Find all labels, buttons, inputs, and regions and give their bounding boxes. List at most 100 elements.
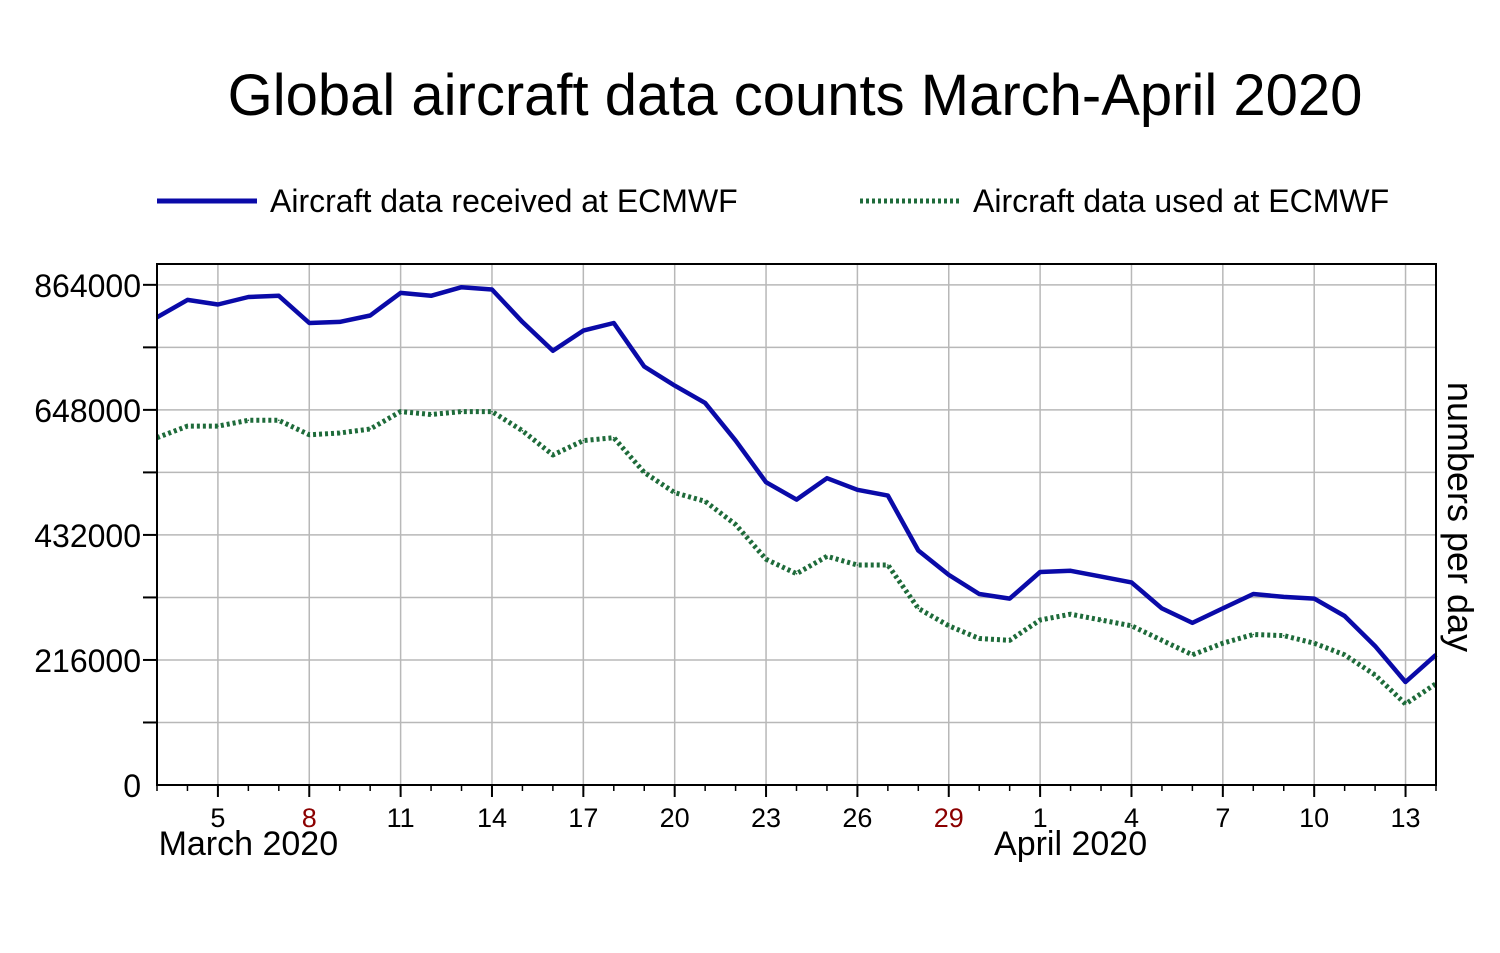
data-point-0 [704, 402, 706, 404]
data-point-0 [917, 549, 920, 552]
data-point-0 [1130, 581, 1133, 584]
data-point-1 [1069, 613, 1072, 616]
data-point-1 [1313, 642, 1315, 644]
legend-label-used: Aircraft data used at ECMWF [973, 183, 1389, 219]
month-label: March 2020 [159, 825, 339, 863]
data-point-1 [826, 555, 828, 558]
data-point-1 [1161, 639, 1163, 642]
data-point-1 [521, 429, 524, 432]
y-axis-label: numbers per day [1440, 382, 1481, 652]
data-point-0 [673, 384, 676, 387]
data-point-0 [1100, 575, 1102, 578]
x-tick-label: 29 [934, 803, 964, 833]
data-point-1 [1282, 634, 1285, 637]
x-tick-label: 13 [1391, 803, 1421, 833]
data-point-0 [1343, 615, 1346, 617]
data-point-0 [765, 481, 767, 484]
data-point-1 [1039, 619, 1041, 621]
series-line-0 [155, 284, 1438, 685]
data-point-0 [1282, 596, 1285, 598]
data-point-1 [887, 564, 889, 566]
series-lines [155, 284, 1438, 707]
data-point-0 [1313, 597, 1315, 600]
data-point-0 [1161, 607, 1163, 610]
data-point-0 [399, 292, 402, 294]
x-tick-label: 7 [1215, 803, 1230, 833]
y-tick-label: 648000 [34, 393, 141, 429]
data-point-1 [1008, 639, 1011, 642]
data-point-0 [1008, 597, 1011, 600]
data-point-0 [1222, 607, 1224, 610]
data-point-1 [856, 564, 859, 566]
data-point-1 [978, 637, 981, 640]
x-tick-label: 5 [210, 803, 225, 833]
data-point-0 [1191, 622, 1194, 624]
data-point-0 [978, 593, 981, 595]
x-tick-label: 14 [477, 803, 507, 833]
data-point-1 [1252, 633, 1255, 636]
legend: Aircraft data received at ECMWF Aircraft… [157, 183, 1389, 219]
data-point-1 [186, 425, 189, 427]
data-point-1 [338, 432, 341, 434]
x-tick-label: 17 [568, 803, 598, 833]
data-point-1 [552, 454, 554, 456]
data-point-1 [765, 558, 767, 561]
data-point-0 [521, 321, 524, 323]
y-tick-label: 432000 [34, 518, 141, 554]
x-tick-label: 4 [1124, 803, 1139, 833]
data-point-1 [369, 428, 371, 430]
data-point-1 [430, 413, 432, 416]
data-point-1 [704, 500, 706, 503]
data-point-1 [917, 607, 920, 610]
data-point-0 [1404, 681, 1407, 683]
month-label: April 2020 [994, 825, 1147, 863]
x-tick-label: 11 [387, 803, 415, 833]
data-point-1 [673, 491, 676, 494]
chart-title: Global aircraft data counts March-April … [227, 63, 1363, 128]
data-point-0 [826, 477, 828, 479]
data-point-1 [1130, 625, 1133, 627]
data-point-1 [1404, 703, 1407, 705]
data-point-1 [460, 410, 463, 413]
data-point-1 [278, 419, 280, 422]
data-point-1 [247, 419, 250, 422]
plot-area-frame [156, 263, 1437, 786]
data-point-0 [247, 296, 250, 298]
x-tick-label: 1 [1033, 803, 1048, 833]
data-point-1 [612, 436, 615, 439]
data-point-0 [887, 494, 889, 497]
data-point-1 [643, 471, 646, 474]
data-point-0 [856, 488, 859, 491]
grid [157, 264, 1436, 785]
data-point-0 [1374, 645, 1376, 647]
data-point-1 [1191, 653, 1194, 656]
data-point-0 [217, 303, 219, 306]
data-point-1 [582, 439, 585, 442]
data-point-0 [795, 498, 798, 501]
legend-label-received: Aircraft data received at ECMWF [270, 183, 738, 219]
x-tick-label: 10 [1299, 803, 1329, 833]
data-point-0 [1252, 593, 1255, 595]
y-tick-label: 0 [123, 768, 141, 804]
data-point-1 [734, 523, 737, 526]
data-point-0 [1069, 570, 1072, 572]
data-point-1 [399, 410, 402, 413]
data-point-0 [460, 286, 463, 288]
data-point-1 [217, 425, 219, 427]
data-point-0 [552, 350, 554, 352]
y-tick-label: 216000 [34, 643, 141, 679]
data-point-0 [369, 314, 371, 317]
data-point-1 [1100, 619, 1102, 621]
data-point-1 [308, 433, 311, 436]
data-point-0 [338, 321, 341, 323]
data-point-1 [795, 572, 798, 575]
data-point-0 [491, 288, 493, 291]
data-point-0 [734, 439, 737, 442]
y-tick-label: 864000 [34, 268, 141, 304]
data-point-1 [1343, 653, 1346, 656]
data-point-0 [582, 329, 585, 332]
data-point-0 [612, 322, 615, 324]
data-point-1 [1374, 674, 1376, 676]
